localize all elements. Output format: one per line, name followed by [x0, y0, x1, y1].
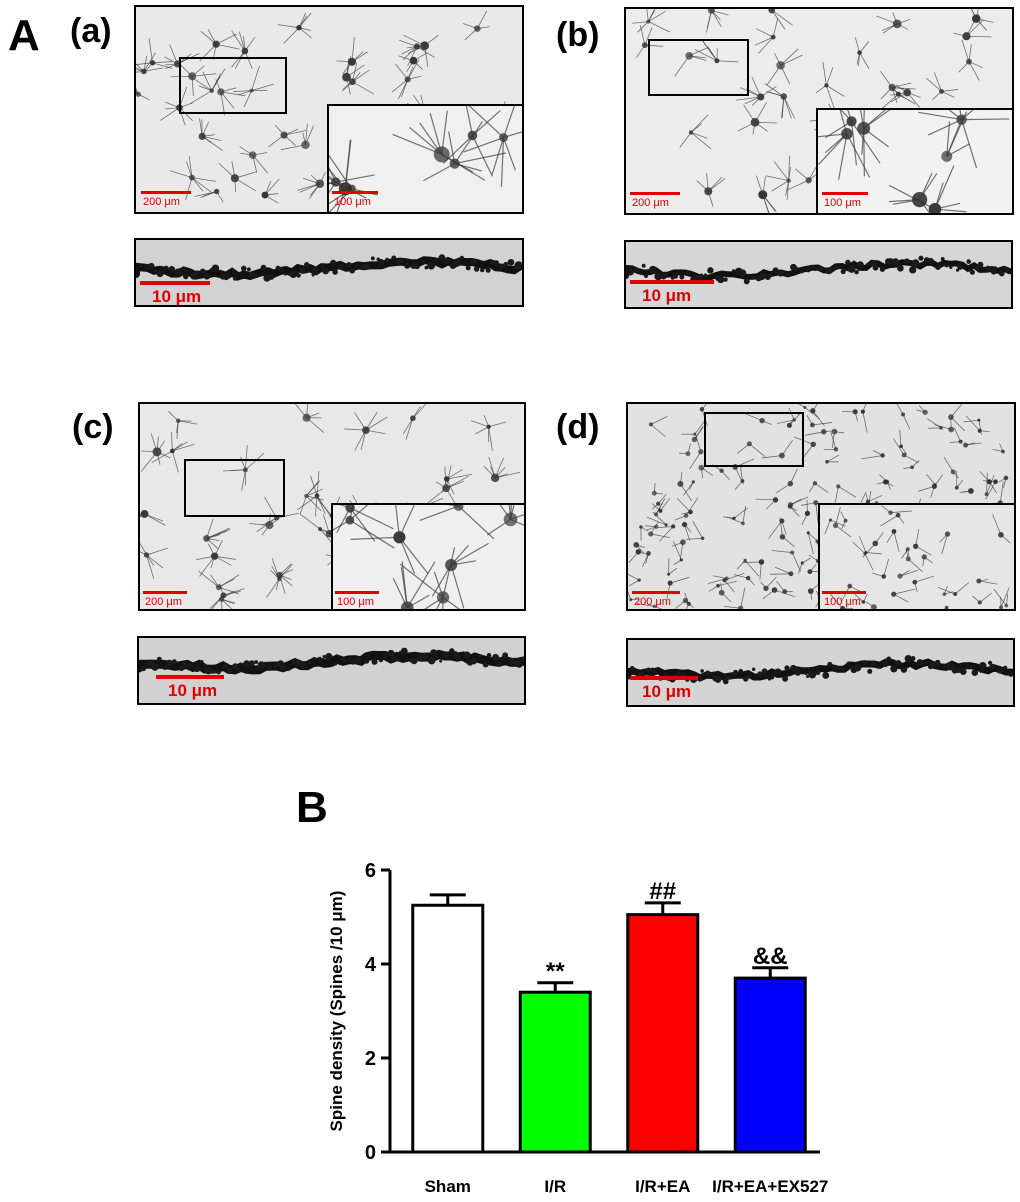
inset-b	[816, 108, 1014, 215]
x-tick-label: I/R+EA+EX527	[712, 1177, 828, 1196]
dendrite-b	[624, 240, 1013, 309]
y-tick-label: 2	[365, 1048, 376, 1070]
y-tick-label: 6	[365, 860, 376, 882]
panel-a-letter: A	[8, 11, 40, 60]
y-tick-label: 0	[365, 1142, 376, 1164]
bar-i-r-ea	[626, 913, 700, 1154]
x-tick-label: I/R	[544, 1177, 566, 1196]
inset-marker-a	[179, 57, 287, 114]
inset-marker-c	[184, 459, 285, 517]
panel-b-letter: B	[296, 783, 328, 832]
inset-marker-d	[704, 412, 804, 467]
significance-mark: ##	[649, 878, 676, 905]
subpanel-label-d: (d)	[556, 408, 600, 446]
significance-mark: **	[546, 958, 565, 985]
dendrite-a	[134, 238, 524, 307]
y-tick-label: 4	[365, 954, 377, 976]
bar-i-r-ea-ex527	[733, 976, 807, 1154]
bar-sham	[411, 903, 485, 1154]
significance-mark: &&	[753, 943, 788, 970]
inset-c	[331, 503, 526, 611]
inset-a	[327, 104, 524, 214]
dendrite-d	[626, 638, 1015, 707]
x-tick-label: I/R+EA	[635, 1177, 690, 1196]
inset-marker-b	[648, 39, 749, 96]
subpanel-label-a: (a)	[70, 12, 112, 50]
y-axis-label: Spine density (Spines /10 μm)	[327, 891, 346, 1132]
spine-density-bar-chart: 0 2 4 6 Spine density (Spines /10 μm) Sham ** I…	[327, 860, 828, 1196]
dendrite-c	[137, 636, 526, 705]
subpanel-label-c: (c)	[72, 408, 114, 446]
subpanel-label-b: (b)	[556, 16, 600, 54]
inset-d	[818, 503, 1016, 611]
bar-i-r	[518, 990, 592, 1154]
x-tick-label: Sham	[425, 1177, 471, 1196]
